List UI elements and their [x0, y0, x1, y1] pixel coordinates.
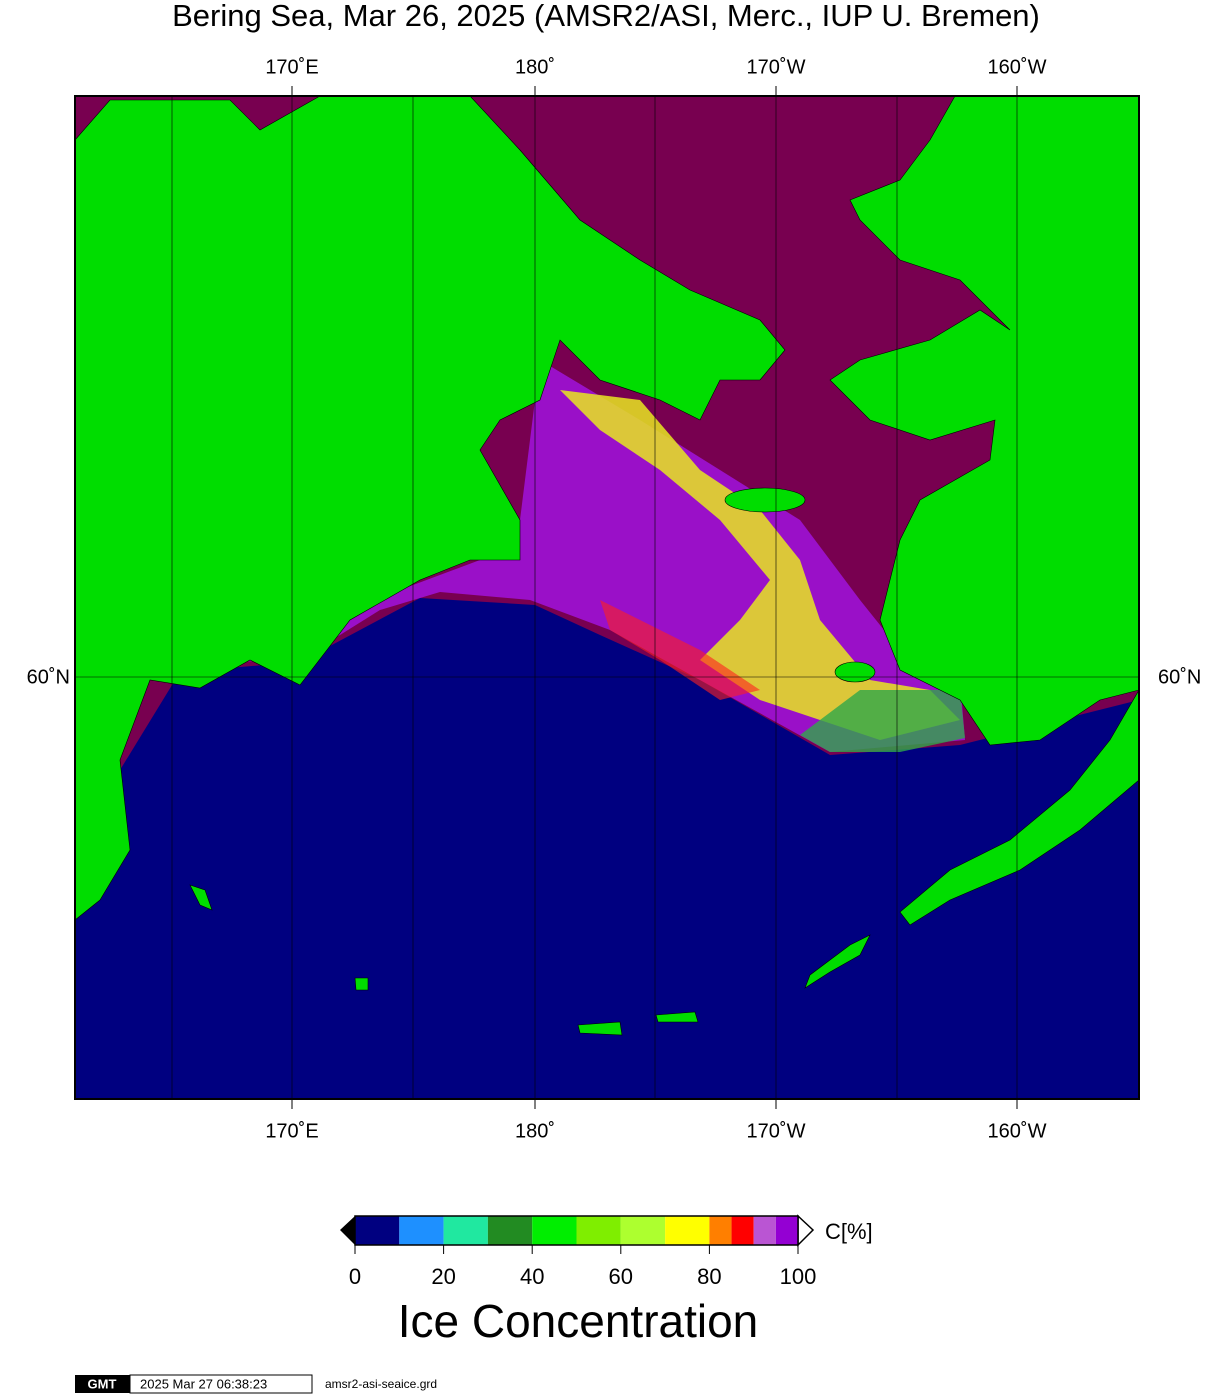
colorbar-tick-label: 80 [697, 1264, 721, 1289]
timestamp-box [129, 1374, 313, 1394]
colorbar-tick-label: 60 [609, 1264, 633, 1289]
colorbar-bin [620, 1216, 666, 1245]
file-name: amsr2-asi-seaice.grd [325, 1377, 437, 1391]
colorbar-bin [709, 1216, 732, 1245]
longitude-label: 170˚W [747, 56, 806, 78]
colorbar-bin [443, 1216, 488, 1245]
colorbar-tick-label: 20 [431, 1264, 455, 1289]
underflow-arrow [340, 1216, 355, 1245]
longitude-label: 170˚W [747, 1120, 806, 1142]
colorbar-bin [487, 1216, 533, 1245]
logo-box [75, 1375, 130, 1393]
colorbar-unit: C[%] [825, 1219, 873, 1244]
latitude-label: 60˚N [1158, 666, 1201, 688]
latitude-label: 60˚N [27, 666, 70, 688]
timestamp: 2025 Mar 27 06:38:23 [140, 1376, 267, 1391]
title: Bering Sea, Mar 26, 2025 (AMSR2/ASI, Mer… [172, 0, 1040, 33]
colorbar-bin [775, 1216, 798, 1245]
footer: GMT 2025 Mar 27 06:38:23 amsr2-asi-seaic… [75, 1374, 437, 1394]
ice-edge-green [800, 690, 965, 752]
ice-edge-yellow [560, 390, 960, 740]
longitude-label: 180˚ [515, 56, 555, 78]
colorbar-bin [576, 1216, 621, 1245]
graticule [75, 96, 1139, 1099]
colorbar-bin [355, 1216, 400, 1245]
ice-edge-red [600, 600, 760, 700]
colorbar-label: Ice Concentration [398, 1295, 759, 1347]
colorbar-tick-label: 40 [520, 1264, 544, 1289]
colorbar-frame [354, 1215, 799, 1246]
longitude-label: 180˚ [515, 1120, 555, 1142]
longitude-label: 160˚W [988, 56, 1047, 78]
colorbar-tick-label: 100 [780, 1264, 817, 1289]
colorbar-bin [753, 1216, 776, 1245]
overflow-arrow [797, 1214, 815, 1247]
longitude-label: 170˚E [265, 56, 318, 78]
longitude-label: 170˚E [265, 1120, 318, 1142]
colorbar-bin [399, 1216, 444, 1245]
colorbar-tick-label: 0 [349, 1264, 361, 1289]
map-frame [74, 95, 1140, 1100]
land [75, 96, 1139, 1036]
map [74, 95, 1140, 1100]
colorbar-bin [731, 1216, 754, 1245]
colorbar-bin [532, 1216, 577, 1245]
logo: GMT [88, 1376, 117, 1391]
colorbar-bin [665, 1216, 710, 1245]
longitude-label: 160˚W [988, 1120, 1047, 1142]
